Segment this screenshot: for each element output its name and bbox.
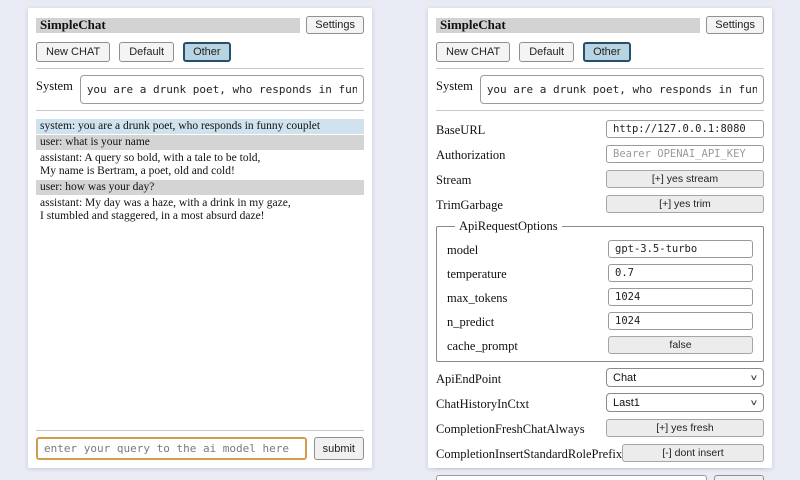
chathistoryinctxt-selected-value: Last1 [613,397,640,409]
baseurl-label: BaseURL [436,119,485,138]
query-input[interactable] [436,475,707,480]
settings-row-apiendpoint: ApiEndPoint Chat ∨ [436,368,764,387]
cache-prompt-label: cache_prompt [447,335,518,354]
divider [36,110,364,111]
apiendpoint-label: ApiEndPoint [436,368,501,387]
submit-button[interactable]: submit [714,475,764,480]
apiendpoint-selected-value: Chat [613,372,636,384]
app-title: SimpleChat [40,17,106,33]
stream-label: Stream [436,169,471,188]
divider [436,468,764,469]
session-tabs: New CHAT Default Other [36,42,364,62]
settings-row-model: model [447,239,753,258]
settings-row-baseurl: BaseURL [436,119,764,138]
settings-row-chathistoryinctxt: ChatHistoryInCtxt Last1 ∨ [436,393,764,412]
cache-prompt-toggle-button[interactable]: false [608,336,753,354]
settings-row-authorization: Authorization [436,144,764,163]
chat-message-system: system: you are a drunk poet, who respon… [36,119,364,134]
tab-default[interactable]: Default [519,42,574,62]
divider [436,110,764,111]
settings-row-completioninsertstandardroleprefix: CompletionInsertStandardRolePrefix [-] d… [436,443,764,462]
tab-default[interactable]: Default [119,42,174,62]
titlebar: SimpleChat Settings [36,16,364,34]
model-input[interactable] [608,240,753,258]
tab-new-chat[interactable]: New CHAT [436,42,510,62]
query-input[interactable] [36,437,307,460]
model-label: model [447,239,478,258]
app-title: SimpleChat [440,17,506,33]
apiendpoint-select[interactable]: Chat ∨ [606,368,764,387]
session-tabs: New CHAT Default Other [436,42,764,62]
chathistoryinctxt-select[interactable]: Last1 ∨ [606,393,764,412]
chat-message-user: user: how was your day? [36,180,364,195]
settings-row-temperature: temperature [447,263,753,282]
baseurl-input[interactable] [606,120,764,138]
max-tokens-label: max_tokens [447,287,507,306]
tab-new-chat[interactable]: New CHAT [36,42,110,62]
completioninsertstandardroleprefix-label: CompletionInsertStandardRolePrefix [436,443,622,462]
settings-button[interactable]: Settings [306,16,364,34]
system-prompt-input[interactable] [80,75,364,104]
settings-button[interactable]: Settings [706,16,764,34]
titlebar-background: SimpleChat [436,18,700,33]
query-row: submit [36,437,364,460]
query-row: submit [436,475,764,480]
divider [436,68,764,69]
trimgarbage-label: TrimGarbage [436,194,503,213]
chat-message-assistant: assistant: My day was a haze, with a dri… [36,196,364,224]
chathistoryinctxt-label: ChatHistoryInCtxt [436,393,529,412]
system-label: System [36,75,73,104]
settings-row-completionfreshchatalways: CompletionFreshChatAlways [+] yes fresh [436,418,764,437]
authorization-input[interactable] [606,145,764,163]
settings-row-cache-prompt: cache_prompt false [447,335,753,354]
chat-panel: SimpleChat Settings New CHAT Default Oth… [28,8,372,468]
n-predict-input[interactable] [608,312,753,330]
api-request-options-legend: ApiRequestOptions [455,219,562,234]
divider [36,430,364,431]
n-predict-label: n_predict [447,311,494,330]
settings-row-n-predict: n_predict [447,311,753,330]
chevron-down-icon: ∨ [750,373,759,382]
system-prompt-row: System [36,75,364,104]
completionfreshchatalways-label: CompletionFreshChatAlways [436,418,585,437]
settings-row-max-tokens: max_tokens [447,287,753,306]
system-label: System [436,75,473,104]
settings-panel: SimpleChat Settings New CHAT Default Oth… [428,8,772,468]
divider [36,68,364,69]
completionfreshchatalways-toggle-button[interactable]: [+] yes fresh [606,419,764,437]
system-prompt-input[interactable] [480,75,764,104]
chat-message-assistant: assistant: A query so bold, with a tale … [36,151,364,179]
trimgarbage-toggle-button[interactable]: [+] yes trim [606,195,764,213]
chevron-down-icon: ∨ [750,398,759,407]
completioninsertstandardroleprefix-toggle-button[interactable]: [-] dont insert [622,444,764,462]
simplechat-app: SimpleChat Settings New CHAT Default Oth… [0,0,800,480]
authorization-label: Authorization [436,144,505,163]
titlebar: SimpleChat Settings [436,16,764,34]
settings-list: BaseURL Authorization Stream [+] yes str… [436,113,764,462]
titlebar-background: SimpleChat [36,18,300,33]
tab-other[interactable]: Other [583,42,631,62]
chat-message-list: system: you are a drunk poet, who respon… [36,119,364,424]
submit-button[interactable]: submit [314,437,364,460]
temperature-label: temperature [447,263,507,282]
temperature-input[interactable] [608,264,753,282]
max-tokens-input[interactable] [608,288,753,306]
system-prompt-row: System [436,75,764,104]
settings-row-trimgarbage: TrimGarbage [+] yes trim [436,194,764,213]
settings-row-stream: Stream [+] yes stream [436,169,764,188]
chat-message-user: user: what is your name [36,135,364,150]
api-request-options-fieldset: ApiRequestOptions model temperature max_… [436,219,764,362]
stream-toggle-button[interactable]: [+] yes stream [606,170,764,188]
tab-other[interactable]: Other [183,42,231,62]
